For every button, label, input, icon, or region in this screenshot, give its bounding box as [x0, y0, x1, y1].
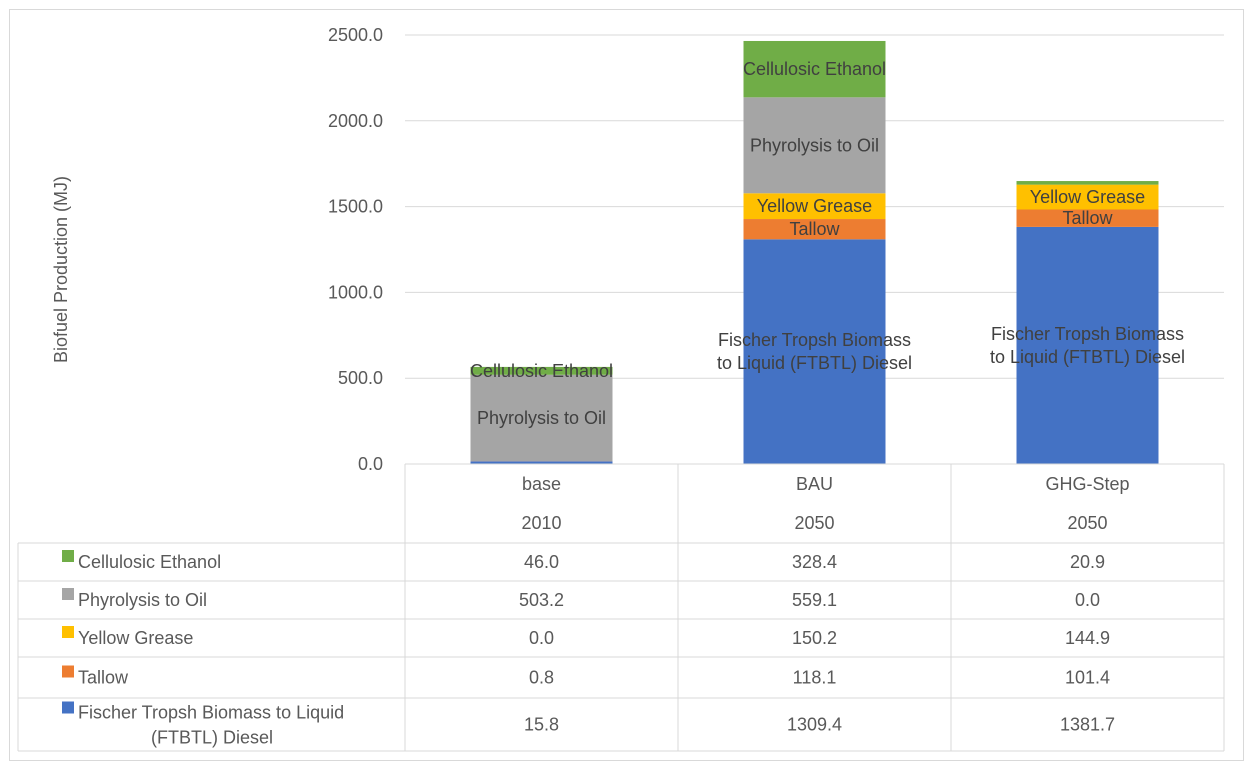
- segment-label-cellulosic-ethanol: Cellulosic Ethanol: [743, 59, 886, 79]
- table-cell: 118.1: [793, 668, 837, 688]
- legend-label-fischer-tropsh-biomass-to-liquid-ftbtl-diesel-cont: (FTBTL) Diesel: [151, 728, 273, 748]
- table-cell: 20.9: [1070, 552, 1105, 572]
- table-cell: 144.9: [1065, 628, 1110, 648]
- category-label-ghg-step: GHG-Step: [1045, 474, 1129, 494]
- segment-label-yellow-grease: Yellow Grease: [757, 196, 872, 216]
- table-cell: 0.0: [529, 628, 554, 648]
- legend-key-fischer-tropsh-biomass-to-liquid-ftbtl-diesel: [62, 701, 74, 714]
- table-cell: 46.0: [524, 552, 559, 572]
- segment-label-fischer-tropsh-biomass-to-liquid-ftbtl-diesel: to Liquid (FTBTL) Diesel: [990, 347, 1185, 367]
- segment-label-yellow-grease: Yellow Grease: [1030, 187, 1145, 207]
- segment-label-fischer-tropsh-biomass-to-liquid-ftbtl-diesel: to Liquid (FTBTL) Diesel: [717, 353, 912, 373]
- bar-yellow-grease-ghg-step: [1016, 184, 1159, 210]
- segment-label-phyrolysis-to-oil: Phyrolysis to Oil: [477, 408, 606, 428]
- legend-label-fischer-tropsh-biomass-to-liquid-ftbtl-diesel: Fischer Tropsh Biomass to Liquid: [78, 703, 344, 723]
- table-cell: 0.8: [529, 668, 554, 688]
- category-label-bau: BAU: [796, 474, 833, 494]
- table-cell: 15.8: [524, 715, 559, 735]
- bar-fischer-tropsh-biomass-to-liquid-ftbtl-diesel-ghg-step: [1016, 226, 1159, 464]
- y-tick-label: 1500.0: [328, 197, 383, 217]
- legend-label-yellow-grease: Yellow Grease: [78, 628, 193, 648]
- segment-label-fischer-tropsh-biomass-to-liquid-ftbtl-diesel: Fischer Tropsh Biomass: [718, 330, 911, 350]
- bar-tallow-bau: [743, 219, 886, 240]
- bar-fischer-tropsh-biomass-to-liquid-ftbtl-diesel-bau: [743, 239, 886, 464]
- y-axis-label: Biofuel Production (MJ): [51, 176, 71, 363]
- table-cell: 150.2: [792, 628, 837, 648]
- legend-label-phyrolysis-to-oil: Phyrolysis to Oil: [78, 590, 207, 610]
- legend-key-yellow-grease: [62, 626, 74, 638]
- table-cell: 1381.7: [1060, 715, 1115, 735]
- y-tick-label: 2500.0: [328, 25, 383, 45]
- table-cell: 101.4: [1065, 668, 1110, 688]
- category-label-base: base: [522, 474, 561, 494]
- bar-cellulosic-ethanol-base: [470, 366, 613, 375]
- y-tick-label: 1000.0: [328, 282, 383, 302]
- table-cell: 0.0: [1075, 590, 1100, 610]
- legend-key-phyrolysis-to-oil: [62, 588, 74, 600]
- table-cell: 328.4: [792, 552, 837, 572]
- category-year-ghg-step: 2050: [1067, 513, 1107, 533]
- bar-fischer-tropsh-biomass-to-liquid-ftbtl-diesel-base: [470, 461, 613, 464]
- segment-label-tallow: Tallow: [1062, 208, 1113, 228]
- legend-key-tallow: [62, 665, 74, 678]
- y-tick-label: 500.0: [338, 368, 383, 388]
- legend-label-tallow: Tallow: [78, 668, 129, 688]
- legend-key-cellulosic-ethanol: [62, 550, 74, 562]
- bar-cellulosic-ethanol-bau: [743, 40, 886, 98]
- chart-frame: [9, 9, 1244, 761]
- segment-label-fischer-tropsh-biomass-to-liquid-ftbtl-diesel: Fischer Tropsh Biomass: [991, 324, 1184, 344]
- y-tick-label: 0.0: [358, 454, 383, 474]
- table-cell: 503.2: [519, 590, 564, 610]
- category-year-bau: 2050: [794, 513, 834, 533]
- legend-label-cellulosic-ethanol: Cellulosic Ethanol: [78, 552, 221, 572]
- y-tick-label: 2000.0: [328, 111, 383, 131]
- table-cell: 1309.4: [787, 715, 842, 735]
- category-year-base: 2010: [521, 513, 561, 533]
- bar-yellow-grease-bau: [743, 193, 886, 220]
- segment-label-cellulosic-ethanol: Cellulosic Ethanol: [470, 361, 613, 381]
- bar-tallow-ghg-step: [1016, 209, 1159, 227]
- segment-label-tallow: Tallow: [789, 219, 840, 239]
- segment-label-phyrolysis-to-oil: Phyrolysis to Oil: [750, 135, 879, 155]
- table-cell: 559.1: [792, 590, 837, 610]
- bar-phyrolysis-to-oil-base: [470, 374, 613, 462]
- bar-cellulosic-ethanol-ghg-step: [1016, 181, 1159, 185]
- bar-phyrolysis-to-oil-bau: [743, 97, 886, 194]
